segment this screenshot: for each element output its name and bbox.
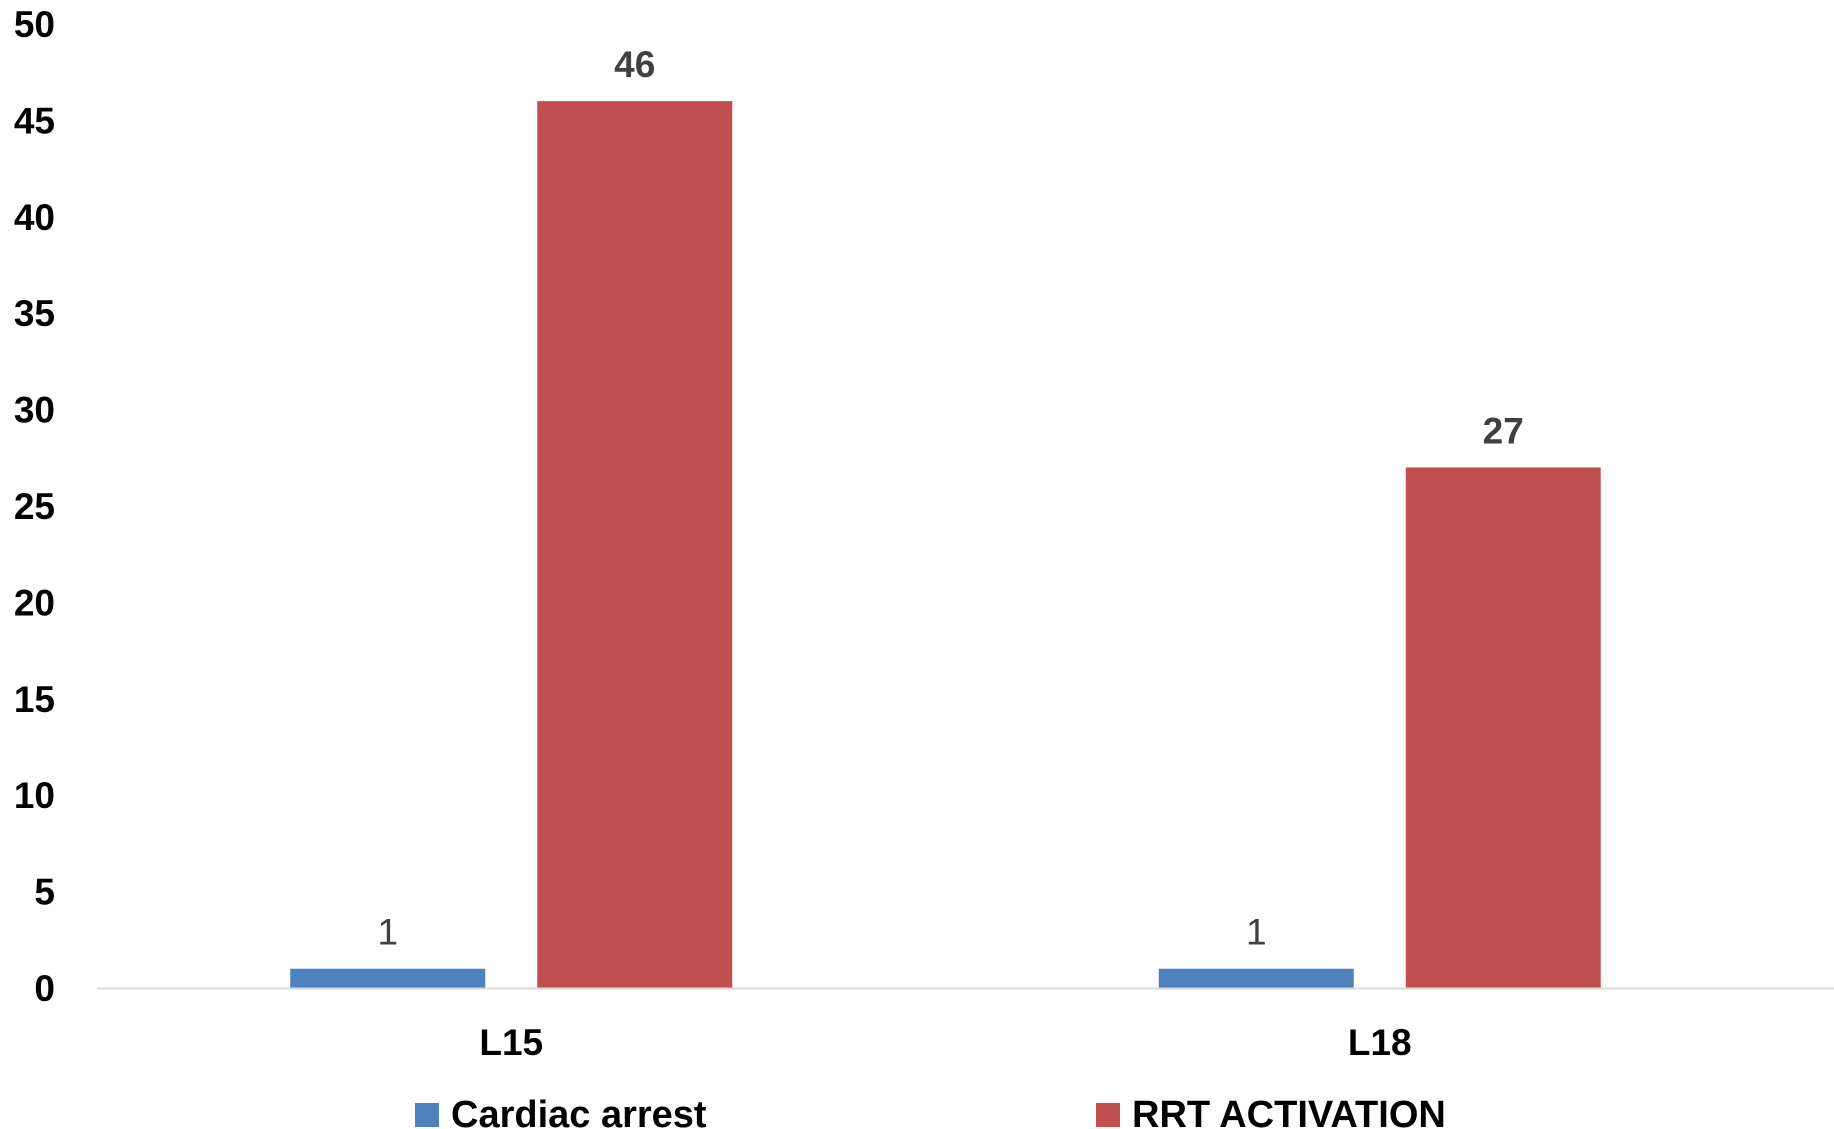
bar-rrt-activation-l15: [537, 101, 732, 988]
y-tick-label: 10: [14, 775, 55, 816]
data-label: 1: [1246, 912, 1267, 953]
y-tick-label: 0: [34, 968, 55, 1009]
bar-cardiac-arrest-l15: [290, 969, 485, 988]
data-label: 46: [614, 44, 655, 85]
y-tick-label: 20: [14, 582, 55, 623]
bar-rrt-activation-l18: [1406, 467, 1601, 988]
y-tick-label: 50: [14, 4, 55, 45]
data-label: 1: [377, 912, 398, 953]
y-tick-label: 15: [14, 679, 55, 720]
x-tick-label-l18: L18: [1348, 1022, 1412, 1063]
legend-swatch-rrt-activation: [1096, 1103, 1120, 1127]
data-label: 27: [1483, 410, 1524, 451]
y-tick-label: 35: [14, 293, 55, 334]
bar-cardiac-arrest-l18: [1159, 969, 1354, 988]
x-axis-ticks: L15 L18: [479, 1022, 1411, 1063]
legend-label-cardiac-arrest: Cardiac arrest: [451, 1094, 707, 1129]
y-tick-label: 25: [14, 486, 55, 527]
legend-swatch-cardiac-arrest: [415, 1103, 439, 1127]
y-tick-label: 5: [34, 872, 55, 913]
y-tick-label: 30: [14, 390, 55, 431]
x-tick-label-l15: L15: [479, 1022, 543, 1063]
bars-group: [290, 101, 1601, 988]
y-axis-ticks: 0 5 10 15 20 25 30 35 40 45 50: [14, 4, 55, 1009]
legend: Cardiac arrest RRT ACTIVATION: [415, 1094, 1446, 1129]
y-tick-label: 45: [14, 100, 55, 141]
y-tick-label: 40: [14, 197, 55, 238]
legend-label-rrt-activation: RRT ACTIVATION: [1132, 1094, 1446, 1129]
